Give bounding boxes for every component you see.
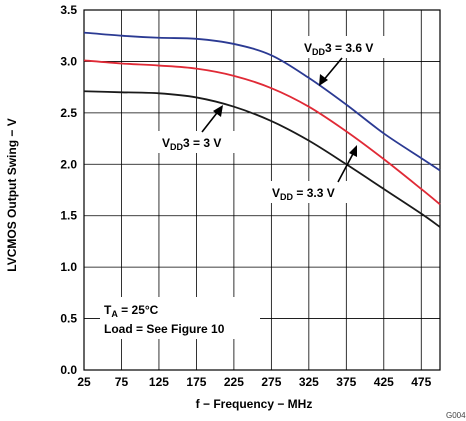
arrowhead-vdd3-3v [213,105,223,117]
y-tick-labels: 0.0 0.5 1.0 1.5 2.0 2.5 3.0 3.5 [60,3,77,377]
x-tick-label: 75 [115,375,129,389]
svg-text:TA = 25°C: TA = 25°C [104,303,159,319]
x-tick-label: 175 [186,375,206,389]
annotation-vdd-3.3v: VDD = 3.3 V [268,145,357,203]
svg-text:VDD = 3.3 V: VDD = 3.3 V [272,186,335,202]
annotation-vdd3-3v-rest: 3 = 3 V [183,136,221,150]
y-tick-label: 0.5 [60,312,77,326]
x-tick-label: 25 [77,375,91,389]
figure-id: G004 [446,411,466,420]
arrowhead-vdd-3.3v [349,145,357,157]
x-tick-label: 475 [411,375,431,389]
annotation-vdd3-3.6v-main: V [304,41,312,55]
annotation-vdd3-3.6v-rest: 3 = 3.6 V [325,41,373,55]
plot-frame [83,9,441,371]
annotation-vdd3-3v-sub: DD [170,142,183,152]
series-line-3 [83,90,441,228]
y-tick-label: 3.0 [60,54,77,68]
annotation-vdd-3.3v-main: V [272,186,280,200]
x-tick-label: 375 [336,375,356,389]
y-tick-label: 1.0 [60,260,77,274]
y-axis-title: LVCMOS Output Swing − V [5,118,19,271]
y-tick-label: 0.0 [60,363,77,377]
x-tick-labels: 25 75 125 175 225 275 325 375 425 475 [77,375,431,389]
y-tick-label: 1.5 [60,209,77,223]
conditions-ta-rest: = 25°C [118,303,159,317]
x-tick-label: 225 [224,375,244,389]
y-tick-label: 2.0 [60,157,77,171]
series-layer [83,31,441,228]
x-tick-label: 125 [149,375,169,389]
annotation-vdd-3.3v-sub: DD [280,192,293,202]
annotation-vdd3-3v-main: V [162,136,170,150]
x-tick-label: 275 [261,375,281,389]
x-tick-label: 425 [374,375,394,389]
conditions-ta-main: T [104,303,112,317]
arrow-vdd-3.3v [337,149,356,183]
annotation-vdd3-3.6v-sub: DD [312,47,325,57]
x-axis-title: f − Frequency − MHz [196,397,313,411]
svg-text:VDD3 = 3.6 V: VDD3 = 3.6 V [304,41,373,57]
annotation-vdd-3.3v-rest: = 3.3 V [293,186,335,200]
series-line-1 [83,31,441,172]
svg-text:VDD3 = 3 V: VDD3 = 3 V [162,136,221,152]
conditions-ta-sub: A [111,309,118,319]
y-tick-label: 3.5 [60,3,77,17]
arrowhead-vdd3-3.6v [319,74,328,86]
x-tick-label: 325 [299,375,319,389]
annotation-vdd3-3v: VDD3 = 3 V [158,105,240,153]
conditions-load: Load = See Figure 10 [104,322,225,336]
conditions-annotation: TA = 25°C Load = See Figure 10 [100,297,260,339]
arrow-vdd3-3.6v [321,57,343,83]
annotation-vdd3-3.6v: VDD3 = 3.6 V [300,36,393,86]
series-line-2 [83,59,441,206]
y-tick-label: 2.5 [60,106,77,120]
